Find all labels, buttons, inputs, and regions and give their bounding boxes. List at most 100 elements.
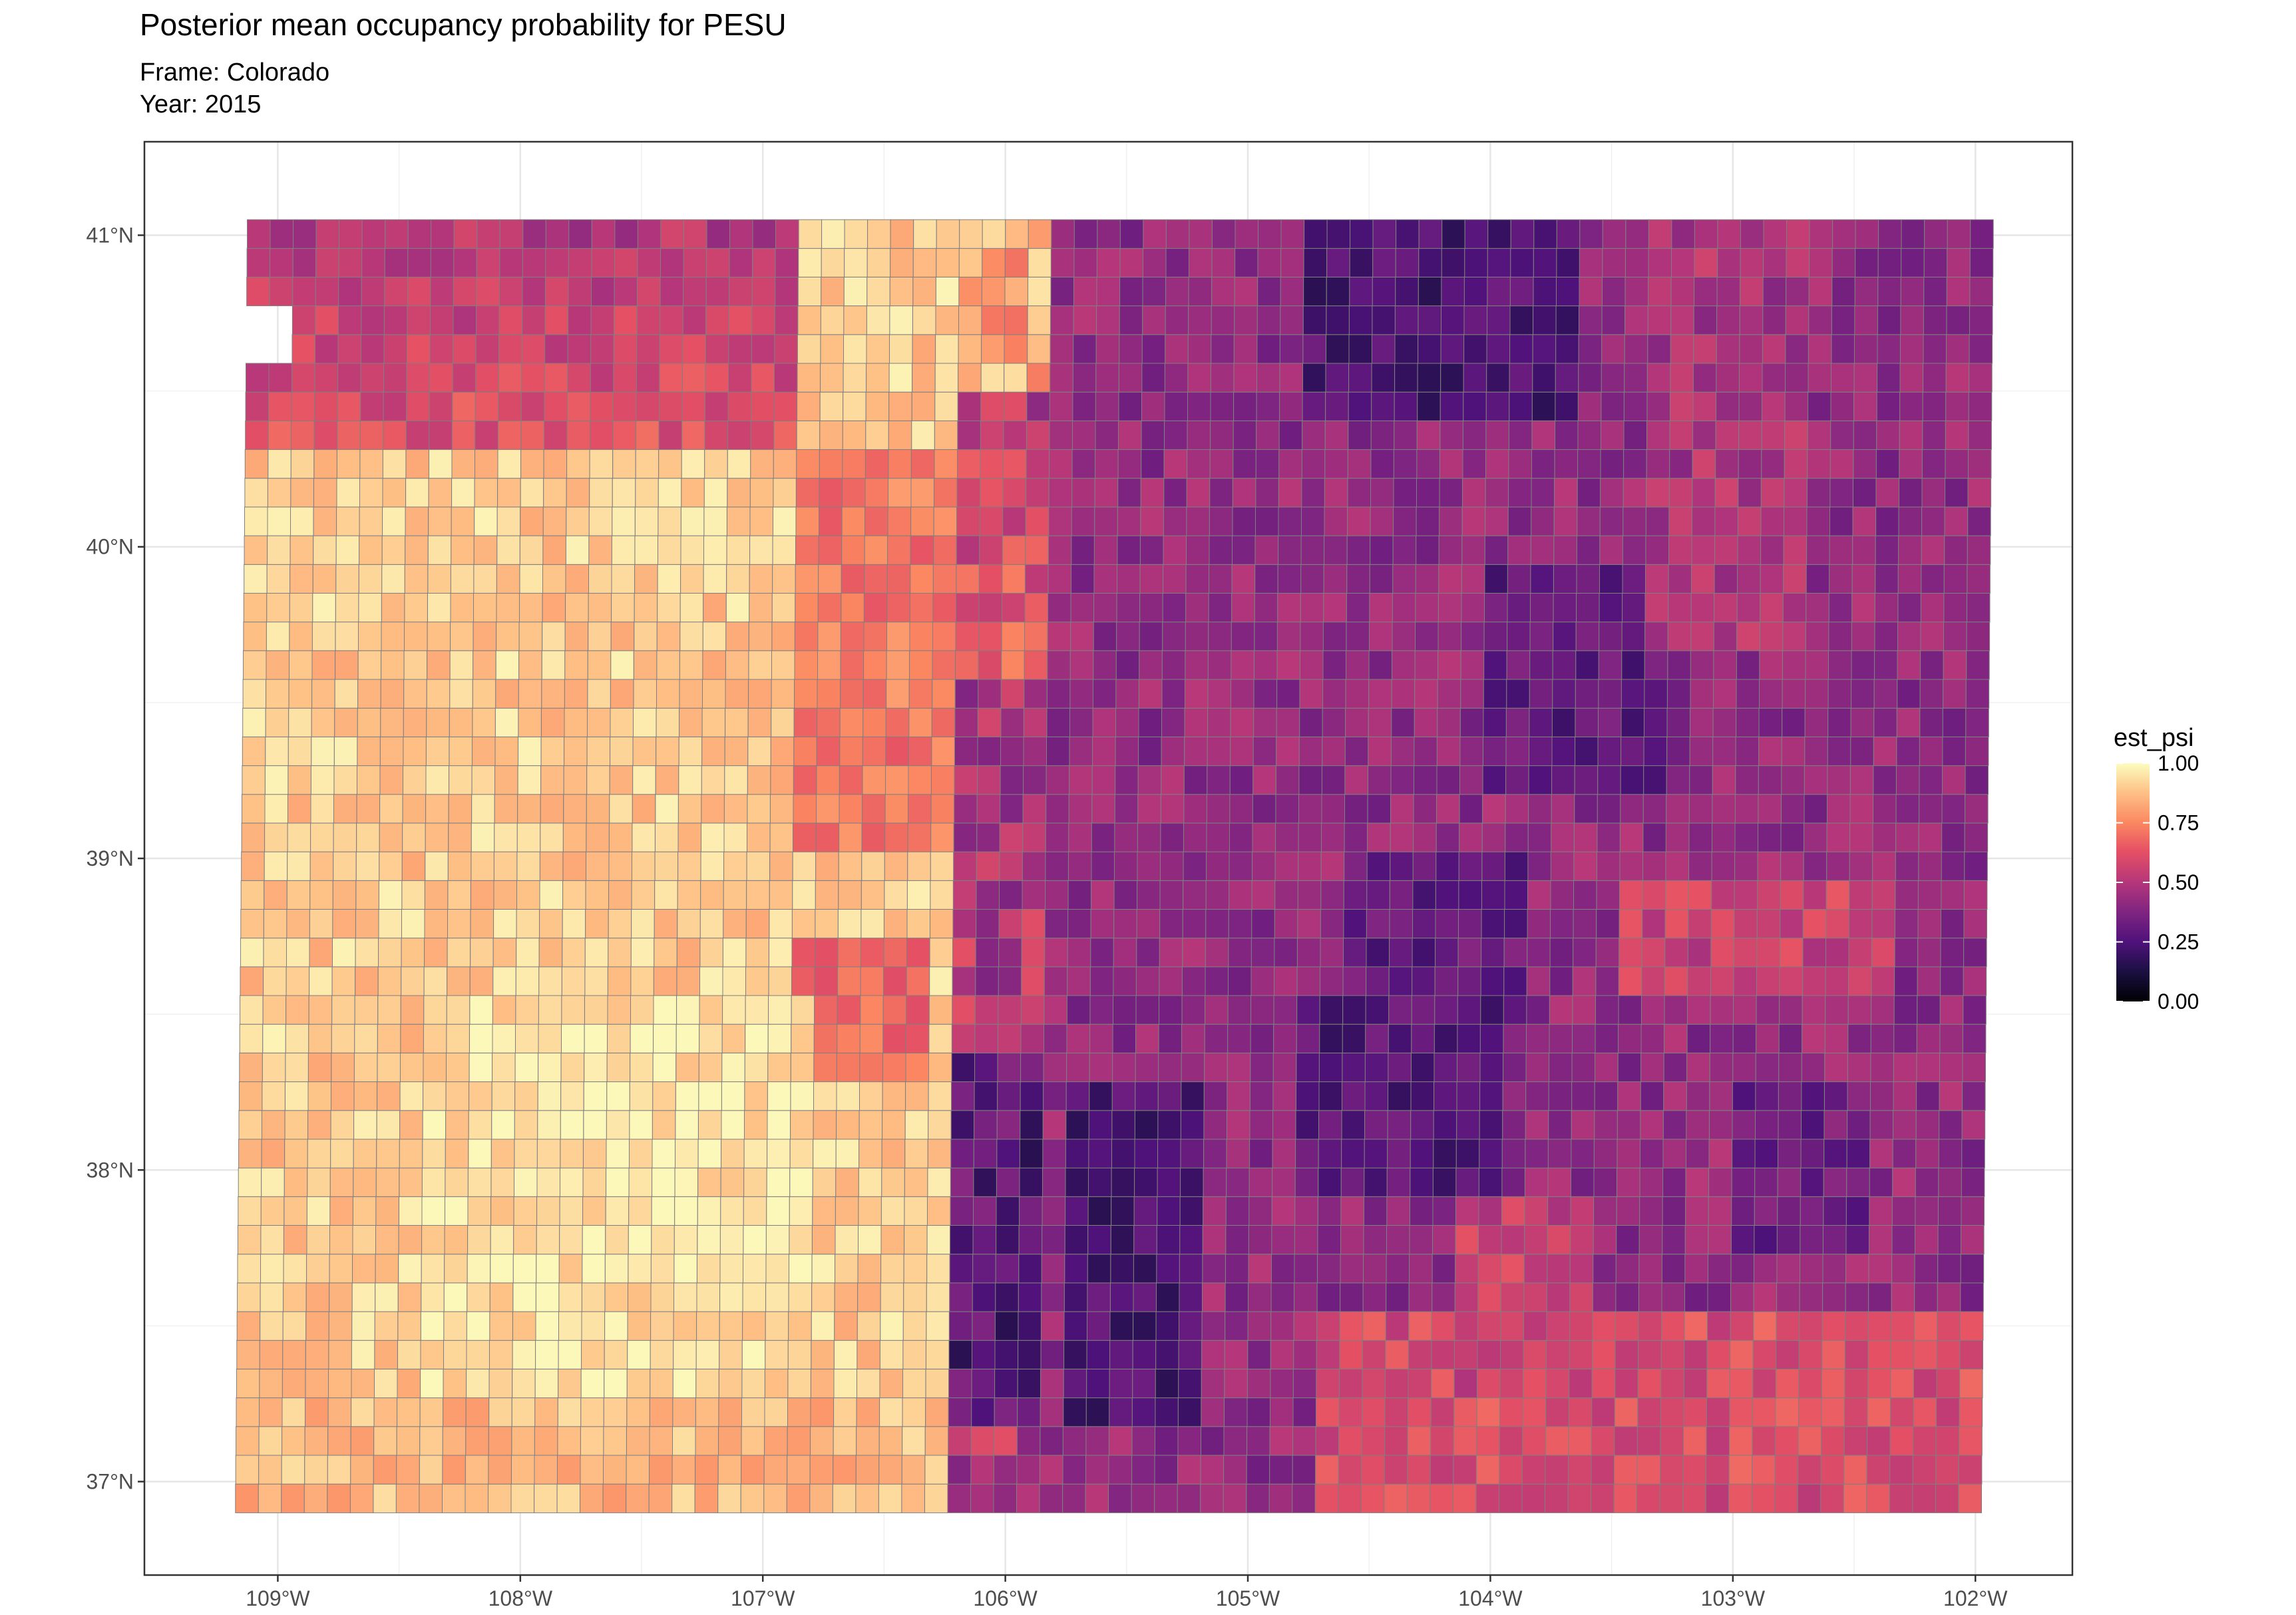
- grid-cell: [1476, 1397, 1501, 1427]
- grid-cell: [1350, 219, 1374, 249]
- grid-cell: [675, 1110, 699, 1140]
- grid-cell: [1917, 966, 1941, 996]
- grid-cell: [1728, 1455, 1753, 1485]
- grid-cell: [1348, 363, 1372, 393]
- grid-cell: [1823, 1196, 1847, 1226]
- grid-cell: [568, 248, 592, 277]
- grid-cell: [1113, 966, 1137, 996]
- grid-cell: [1592, 1311, 1616, 1341]
- grid-cell: [584, 1052, 608, 1083]
- grid-cell: [1041, 1311, 1065, 1341]
- grid-cell: [1487, 305, 1511, 335]
- grid-cell: [793, 765, 817, 795]
- grid-cell: [958, 363, 982, 393]
- grid-cell: [1579, 305, 1603, 335]
- grid-cell: [431, 219, 455, 249]
- grid-cell: [1625, 276, 1649, 307]
- grid-cell: [423, 1023, 447, 1053]
- grid-cell: [538, 995, 562, 1025]
- grid-cell: [1136, 909, 1161, 939]
- grid-cell: [591, 219, 616, 249]
- grid-cell: [1923, 248, 1948, 277]
- grid-cell: [563, 794, 587, 824]
- grid-cell: [844, 248, 868, 277]
- grid-cell: [906, 938, 930, 968]
- grid-cell: [1961, 1110, 1986, 1140]
- grid-cell: [288, 707, 312, 737]
- grid-cell: [1692, 363, 1717, 393]
- grid-cell: [1180, 1110, 1205, 1140]
- grid-cell: [1756, 938, 1780, 968]
- grid-cell: [1826, 822, 1851, 852]
- grid-cell: [1464, 248, 1488, 277]
- grid-cell: [377, 1052, 401, 1083]
- grid-cell: [1112, 1023, 1137, 1053]
- grid-cell: [1113, 909, 1137, 939]
- grid-cell: [745, 995, 769, 1025]
- grid-cell: [567, 363, 591, 393]
- grid-cell: [680, 535, 704, 565]
- grid-cell: [424, 938, 448, 968]
- grid-cell: [1776, 1340, 1800, 1369]
- grid-cell: [534, 1455, 558, 1485]
- grid-cell: [399, 1081, 424, 1111]
- grid-cell: [1829, 535, 1853, 565]
- grid-cell: [1187, 334, 1212, 364]
- grid-cell: [1326, 334, 1350, 364]
- grid-cell: [1501, 1225, 1525, 1255]
- grid-cell: [1618, 1023, 1642, 1053]
- grid-cell: [238, 1196, 262, 1226]
- grid-cell: [1659, 1483, 1684, 1513]
- grid-cell: [1435, 851, 1459, 881]
- grid-cell: [1917, 909, 1941, 939]
- y-tick-label: 39°N: [87, 846, 134, 870]
- grid-cell: [1296, 1023, 1320, 1053]
- grid-cell: [498, 334, 522, 364]
- grid-cell: [747, 765, 771, 795]
- grid-cell: [1092, 736, 1116, 767]
- grid-cell: [420, 1368, 444, 1399]
- grid-cell: [468, 1110, 492, 1140]
- grid-cell: [349, 1483, 374, 1513]
- grid-cell: [244, 506, 268, 536]
- grid-cell: [1966, 622, 1991, 651]
- grid-cell: [1941, 880, 1965, 910]
- grid-cell: [952, 938, 976, 968]
- grid-cell: [1430, 1426, 1454, 1456]
- grid-cell: [902, 1426, 926, 1456]
- grid-cell: [1690, 707, 1714, 737]
- grid-cell: [1596, 909, 1620, 939]
- grid-cell: [564, 679, 588, 709]
- grid-cell: [359, 506, 383, 536]
- grid-cell: [795, 593, 819, 623]
- grid-cell: [908, 707, 932, 737]
- grid-cell: [948, 1368, 972, 1399]
- grid-cell: [1073, 276, 1097, 307]
- grid-cell: [1365, 1023, 1389, 1053]
- grid-cell: [1923, 276, 1947, 307]
- grid-cell: [534, 1397, 558, 1427]
- grid-cell: [1522, 1397, 1547, 1427]
- grid-cell: [1002, 506, 1026, 536]
- grid-cell: [906, 880, 931, 910]
- grid-cell: [751, 334, 775, 364]
- grid-cell: [1418, 334, 1441, 364]
- grid-cell: [1827, 679, 1852, 709]
- grid-cell: [1274, 938, 1298, 968]
- grid-cell: [1705, 1483, 1730, 1513]
- grid-cell: [471, 880, 494, 910]
- grid-cell: [1625, 248, 1649, 277]
- grid-cell: [1408, 1311, 1432, 1341]
- grid-cell: [355, 938, 379, 968]
- grid-cell: [476, 305, 500, 335]
- grid-cell: [1440, 334, 1465, 364]
- grid-cell: [377, 1023, 401, 1053]
- grid-cell: [1223, 1455, 1247, 1485]
- grid-cell: [242, 707, 266, 737]
- grid-cell: [1500, 1311, 1524, 1341]
- grid-cell: [1091, 880, 1115, 910]
- grid-cell: [1778, 1081, 1802, 1111]
- grid-cell: [628, 1282, 652, 1312]
- grid-cell: [1752, 1397, 1776, 1427]
